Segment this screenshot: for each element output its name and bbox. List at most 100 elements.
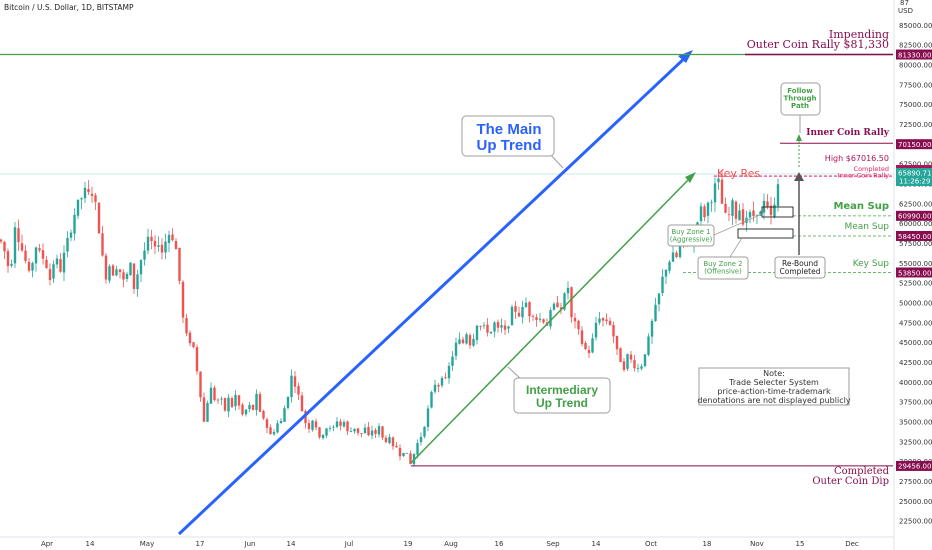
price-tag-53850-bg — [896, 267, 932, 278]
candle-body — [748, 212, 752, 218]
candle-body — [349, 431, 353, 432]
candle-body — [552, 303, 556, 310]
candle-body — [482, 325, 486, 326]
candle-body — [752, 210, 755, 217]
current-price-tag-bg — [896, 168, 932, 186]
tick-label-partial: 87 — [900, 0, 909, 7]
y-tick-label: 22500.00 — [899, 518, 932, 526]
candle-body — [300, 395, 304, 412]
candle-body — [321, 434, 325, 439]
candle-body — [286, 396, 290, 408]
candle-body — [132, 263, 136, 289]
main-trend-line — [177, 53, 690, 536]
candle-body — [556, 302, 559, 308]
main-trend-label: The Main Up Trend — [476, 121, 541, 154]
candle-body — [157, 245, 160, 247]
candle-body — [265, 419, 269, 428]
candle-body — [115, 269, 118, 276]
candle-body — [535, 317, 538, 320]
candle-body — [440, 377, 444, 386]
candle-body — [311, 420, 314, 430]
candle-body — [17, 228, 20, 243]
candle-body — [776, 184, 780, 206]
candle-body — [13, 227, 17, 264]
y-tick-label: 60000.00 — [899, 220, 932, 228]
candle-body — [223, 398, 227, 411]
candle-body — [31, 262, 34, 271]
candle-body — [118, 269, 122, 273]
candle-body — [608, 320, 612, 325]
candle-body — [465, 334, 468, 344]
candle-body — [584, 343, 587, 350]
buy-zone-2-callout — [697, 256, 749, 280]
candle-body — [472, 338, 475, 346]
candle-body — [237, 395, 241, 406]
candle-body — [601, 318, 605, 321]
candle-body — [269, 427, 272, 435]
candle-body — [353, 428, 356, 432]
y-tick-label: 50000.00 — [899, 300, 932, 308]
candle-body — [272, 431, 276, 435]
candle-body — [640, 366, 643, 369]
candle-body — [517, 312, 521, 317]
candle-body — [563, 293, 566, 310]
rebound-label: Re-Bound Completed — [780, 259, 821, 276]
candle-body — [717, 178, 720, 183]
candle-body — [650, 320, 654, 337]
candle-body — [248, 405, 251, 410]
y-tick-label: 82500.00 — [899, 42, 932, 50]
x-tick-label: 14 — [592, 540, 601, 548]
candle-body — [97, 202, 101, 234]
candle-body — [769, 205, 773, 216]
key-res-label: Key Res — [717, 167, 760, 180]
candle-body — [283, 408, 286, 422]
candle-body — [27, 261, 31, 271]
price-tag-53850: 53850.00 — [898, 269, 931, 277]
candle-body — [703, 206, 706, 218]
buy-zone-2-label: Buy Zone 2 (Offensive) — [704, 260, 743, 276]
candle-body — [643, 354, 647, 367]
candle-body — [199, 371, 202, 398]
x-tick-label: May — [140, 540, 154, 548]
candle-body — [304, 411, 307, 424]
candle-body — [671, 252, 675, 262]
candle-body — [90, 193, 94, 196]
candle-body — [139, 260, 143, 275]
y-tick-label: 55000.00 — [899, 260, 932, 268]
candle-body — [734, 201, 738, 219]
candle-body — [38, 248, 41, 251]
candle-body — [262, 411, 265, 419]
y-tick-label: 52500.00 — [899, 280, 932, 288]
note-text: Note: Trade Selecter System price-action-t… — [697, 369, 850, 405]
y-tick-label: 72500.00 — [899, 121, 932, 129]
y-tick-label: 75000.00 — [899, 101, 932, 109]
y-tick-label: 27500.00 — [899, 478, 932, 486]
candle-body — [346, 421, 349, 432]
y-tick-label: 40000.00 — [899, 379, 932, 387]
candle-body — [234, 394, 237, 407]
candle-body — [307, 423, 311, 430]
candle-body — [150, 236, 153, 241]
y-tick-label: 25000.00 — [899, 498, 932, 506]
candle-body — [293, 376, 297, 387]
candle-body — [171, 234, 174, 241]
current-price-tag: 65890.71 — [898, 170, 931, 178]
intermediary-trend-callout — [513, 377, 611, 414]
candle-body — [699, 206, 703, 222]
candle-body — [216, 399, 220, 401]
candle-body — [129, 262, 132, 276]
y-tick-label: 32500.00 — [899, 438, 932, 446]
y-tick-label: 42500.00 — [899, 359, 932, 367]
candle-body — [374, 429, 377, 434]
y-tick-label: 62500.00 — [899, 200, 932, 208]
label-completed-outer-coin-dip: Completed Outer Coin Dip — [812, 466, 889, 487]
candle-body — [367, 426, 370, 436]
candle-body — [206, 402, 209, 422]
buy-zone-1-box — [761, 206, 794, 218]
candle-body — [83, 187, 87, 199]
candle-body — [727, 214, 731, 216]
candle-body — [454, 342, 458, 356]
candle-body — [493, 322, 496, 332]
candle-body — [122, 272, 125, 280]
